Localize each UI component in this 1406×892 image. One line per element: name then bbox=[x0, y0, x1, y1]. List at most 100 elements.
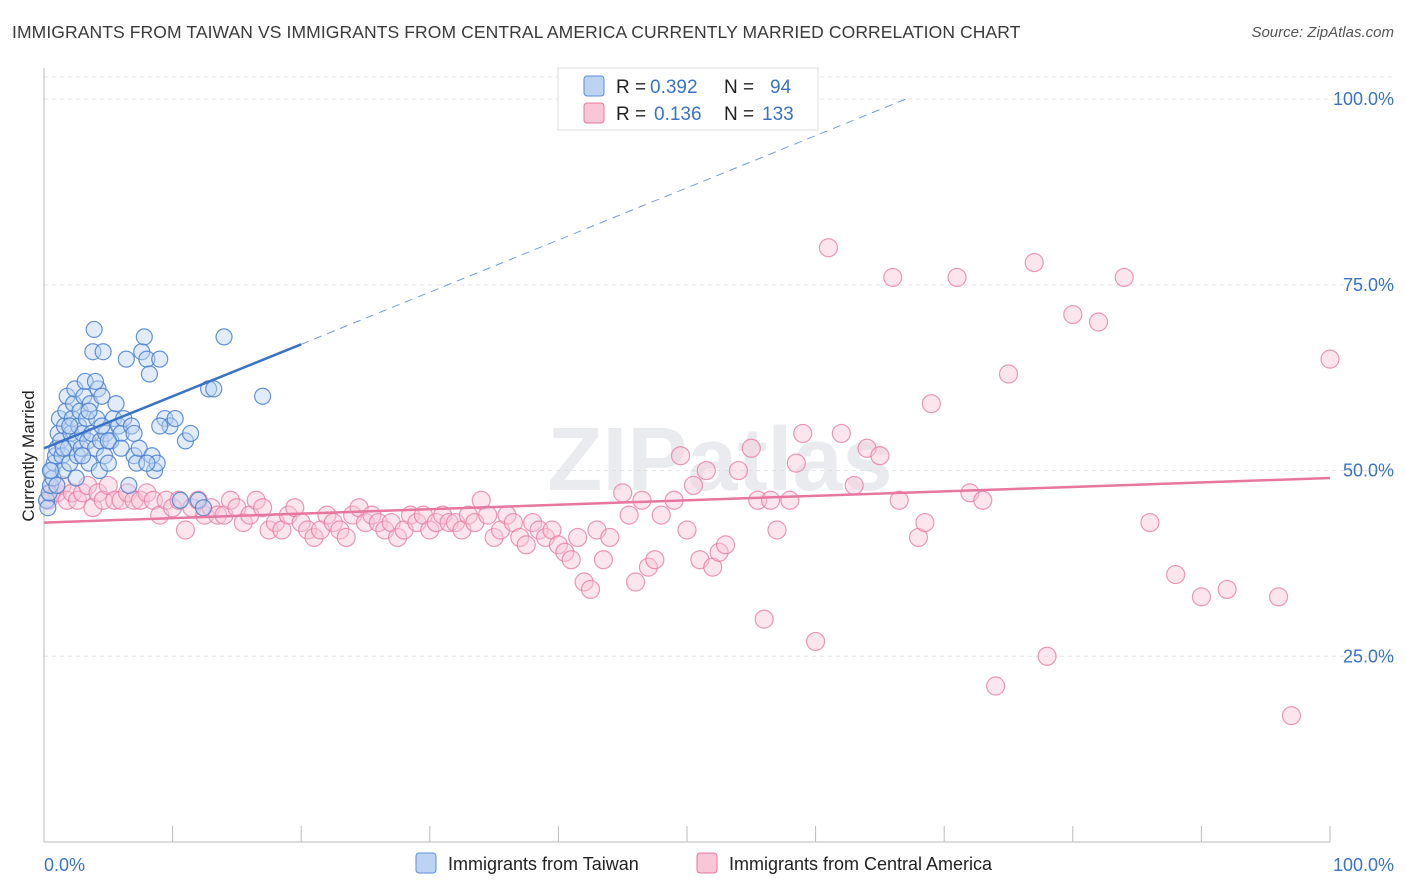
y-tick-labels: 25.0% 50.0% 75.0% 100.0% bbox=[1333, 89, 1394, 666]
bottom-legend-label-taiwan: Immigrants from Taiwan bbox=[448, 854, 639, 874]
stats-legend: R = 0.392 N = 94 R = 0.136 N = 133 bbox=[557, 67, 819, 131]
point-taiwan-50 bbox=[107, 395, 125, 413]
point-central-america-36 bbox=[253, 498, 273, 518]
legend-n-value-2: 133 bbox=[762, 104, 794, 125]
point-taiwan-67 bbox=[151, 350, 169, 368]
legend-n-label-1: N = bbox=[724, 77, 754, 98]
point-central-america-122 bbox=[883, 267, 903, 288]
point-taiwan-90 bbox=[112, 439, 130, 457]
point-taiwan-78 bbox=[215, 328, 233, 346]
point-central-america-99 bbox=[670, 446, 691, 466]
point-central-america-24 bbox=[175, 520, 196, 540]
point-central-america-93 bbox=[625, 572, 646, 592]
point-taiwan-61 bbox=[135, 328, 153, 346]
point-central-america-132 bbox=[1024, 252, 1044, 273]
point-central-america-119 bbox=[844, 475, 864, 496]
point-central-america-103 bbox=[696, 460, 716, 481]
point-taiwan-86 bbox=[80, 402, 98, 420]
y-tick-label-100: 100.0% bbox=[1333, 89, 1394, 109]
y-tick-label-50: 50.0% bbox=[1343, 461, 1394, 481]
point-central-america-135 bbox=[1088, 312, 1109, 332]
point-central-america-108 bbox=[741, 438, 761, 458]
trend-line-taiwan bbox=[43, 343, 302, 450]
legend-r-value-2: 0.136 bbox=[654, 104, 702, 125]
point-taiwan-89 bbox=[99, 432, 117, 450]
x-tick-label-left: 0.0% bbox=[44, 855, 85, 875]
point-central-america-71 bbox=[478, 505, 498, 525]
x-tick-label-right: 100.0% bbox=[1333, 855, 1394, 875]
point-central-america-123 bbox=[889, 490, 909, 510]
point-central-america-95 bbox=[638, 557, 659, 577]
legend-r-value-1: 0.392 bbox=[650, 77, 698, 98]
bottom-legend-swatch-central-america bbox=[696, 852, 718, 874]
point-taiwan-37 bbox=[85, 320, 103, 339]
point-taiwan-70 bbox=[166, 409, 184, 428]
point-central-america-141 bbox=[1281, 706, 1302, 726]
point-central-america-33 bbox=[233, 512, 253, 533]
point-central-america-118 bbox=[831, 423, 851, 444]
point-taiwan-54 bbox=[117, 350, 135, 368]
trend-lines bbox=[43, 98, 1331, 524]
y-tick-label-25: 25.0% bbox=[1343, 646, 1394, 666]
point-central-america-35 bbox=[246, 490, 266, 510]
point-central-america-110 bbox=[754, 609, 774, 629]
point-taiwan-75 bbox=[194, 499, 213, 517]
point-central-america-86 bbox=[574, 572, 594, 592]
legend-n-label-2: N = bbox=[724, 104, 754, 125]
point-central-america-77 bbox=[516, 535, 536, 555]
point-central-america-68 bbox=[458, 505, 478, 525]
point-central-america-111 bbox=[760, 490, 781, 510]
point-central-america-127 bbox=[947, 267, 967, 288]
point-central-america-117 bbox=[818, 238, 839, 258]
point-taiwan-44 bbox=[94, 343, 112, 361]
point-central-america-82 bbox=[548, 535, 569, 555]
point-central-america-97 bbox=[651, 505, 671, 525]
point-central-america-113 bbox=[780, 490, 800, 510]
trend-line-taiwan-extension bbox=[301, 98, 906, 345]
point-taiwan-71 bbox=[171, 491, 189, 509]
point-central-america-87 bbox=[580, 579, 601, 600]
point-central-america-31 bbox=[220, 490, 241, 510]
point-central-america-115 bbox=[793, 423, 813, 444]
point-central-america-121 bbox=[870, 446, 890, 466]
point-central-america-89 bbox=[593, 550, 614, 570]
point-taiwan-80 bbox=[41, 461, 60, 480]
point-central-america-94 bbox=[632, 490, 652, 510]
axes bbox=[43, 68, 1331, 843]
point-central-america-133 bbox=[1037, 646, 1057, 666]
point-taiwan-87 bbox=[86, 372, 105, 391]
point-central-america-106 bbox=[715, 535, 736, 555]
y-axis-label: Currently Married bbox=[19, 390, 38, 521]
point-central-america-137 bbox=[1140, 512, 1160, 533]
point-central-america-116 bbox=[805, 631, 826, 652]
point-central-america-44 bbox=[304, 527, 324, 548]
point-central-america-49 bbox=[336, 527, 356, 548]
point-central-america-143 bbox=[1268, 587, 1289, 607]
point-central-america-83 bbox=[555, 542, 575, 562]
point-central-america-62 bbox=[420, 520, 440, 540]
point-taiwan-91 bbox=[125, 424, 143, 443]
point-taiwan-47 bbox=[99, 454, 117, 472]
point-central-america-125 bbox=[915, 512, 935, 533]
point-central-america-136 bbox=[1114, 267, 1134, 288]
point-central-america-48 bbox=[330, 520, 350, 540]
legend-swatch-taiwan bbox=[583, 75, 605, 97]
point-central-america-134 bbox=[1063, 304, 1083, 325]
point-central-america-101 bbox=[683, 475, 704, 496]
legend-n-value-1: 94 bbox=[770, 77, 792, 98]
point-central-america-72 bbox=[484, 527, 504, 548]
legend-r-label-2: R = bbox=[616, 104, 646, 125]
series-central-america-points bbox=[38, 238, 1340, 726]
bottom-legend-swatch-taiwan bbox=[415, 852, 437, 874]
point-central-america-91 bbox=[613, 483, 633, 503]
point-central-america-46 bbox=[317, 505, 337, 525]
bottom-legend-label-central-america: Immigrants from Central America bbox=[729, 854, 993, 874]
point-taiwan-85 bbox=[73, 447, 92, 465]
point-central-america-84 bbox=[561, 550, 581, 570]
point-central-america-139 bbox=[1191, 587, 1212, 607]
point-central-america-57 bbox=[388, 527, 408, 548]
point-central-america-92 bbox=[619, 505, 639, 525]
point-taiwan-73 bbox=[182, 424, 200, 443]
series-legend: Immigrants from Taiwan Immigrants from C… bbox=[415, 852, 993, 874]
